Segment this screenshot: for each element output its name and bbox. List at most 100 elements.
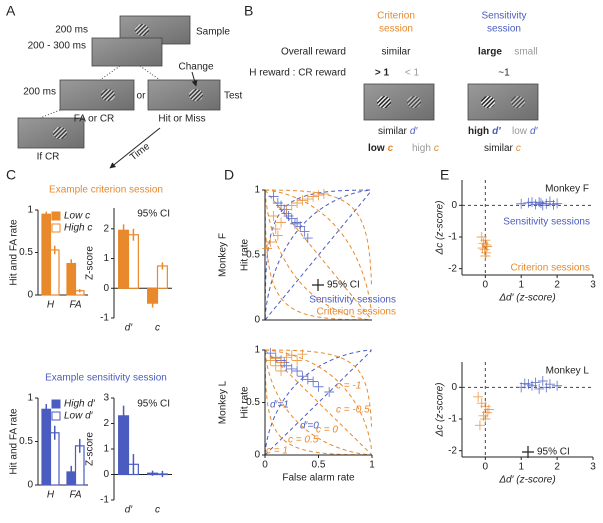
x-tick-label: 2 — [554, 280, 560, 291]
point — [302, 233, 313, 244]
y-tick-label: -2 — [448, 263, 457, 274]
y-tick-label: -1 — [100, 495, 109, 506]
point — [519, 378, 530, 389]
x-tick-label: FA — [69, 490, 81, 501]
point — [289, 218, 300, 229]
y-tick-label: -1 — [448, 414, 457, 425]
panel-letter: B — [244, 3, 253, 19]
y-tick-label: 1 — [254, 185, 260, 196]
cell: small — [514, 47, 537, 58]
word: high — [412, 143, 431, 154]
label: Change — [178, 62, 213, 73]
connector — [99, 65, 121, 81]
reference-curve — [265, 349, 372, 427]
legend-label: High d′ — [64, 399, 96, 410]
point — [286, 200, 297, 211]
symbol: c — [434, 143, 439, 154]
y-tick-label: -1 — [100, 313, 109, 324]
y-tick-label: -1 — [448, 232, 457, 243]
annotation: 95% CI — [137, 209, 170, 220]
legend-label: High c — [64, 223, 92, 234]
change-arrow — [191, 71, 198, 87]
panel-letter: E — [440, 167, 449, 183]
reference-curve — [265, 189, 372, 314]
point — [526, 197, 537, 208]
symbol: d′ — [410, 126, 419, 137]
y-axis-label: Δc (z-score) — [435, 201, 446, 256]
screen — [363, 83, 435, 121]
y-axis-label: Δc (z-score) — [435, 383, 446, 438]
cell: similar d′ — [378, 126, 418, 137]
reference-curve — [264, 350, 372, 456]
column-title: Sensitivity — [481, 11, 526, 22]
panel-letter: C — [6, 167, 16, 183]
point — [276, 357, 287, 368]
x-tick-label: 1 — [369, 460, 375, 471]
connector — [39, 109, 61, 119]
point — [286, 350, 297, 361]
chart-title: Example sensitivity session — [45, 373, 167, 384]
reference-curve — [264, 349, 372, 455]
reference-curve — [264, 189, 372, 319]
x-tick-label: 1 — [518, 462, 524, 473]
word: high — [468, 126, 489, 137]
screen — [91, 37, 163, 67]
point — [552, 198, 563, 209]
x-tick-label: 3 — [590, 462, 596, 473]
y-tick-label: 0 — [254, 315, 260, 326]
point — [313, 190, 324, 201]
point — [295, 221, 306, 232]
point — [283, 211, 294, 221]
point — [473, 391, 484, 402]
point — [480, 414, 491, 424]
legend-label: Criterion sessions — [317, 307, 396, 318]
chart-title: Example criterion session — [49, 185, 163, 196]
cell: < 1 — [405, 68, 420, 79]
point — [270, 224, 281, 234]
bar — [49, 432, 60, 486]
panel-letter: A — [6, 3, 16, 19]
x-tick-label: 0 — [483, 280, 489, 291]
symbol: c — [516, 143, 521, 154]
point — [535, 198, 546, 209]
legend-label: Criterion sessions — [511, 263, 590, 274]
x-tick-label: H — [47, 490, 55, 501]
ci-cross — [522, 446, 534, 458]
grating — [189, 89, 203, 101]
chart-title: Monkey F — [545, 184, 589, 195]
x-axis-label: Δd′ (z-score) — [498, 293, 555, 304]
annotation: 95% CI — [537, 447, 570, 458]
cell: low c — [368, 143, 394, 154]
panel-letter: D — [224, 167, 234, 183]
y-tick-label: 0 — [27, 480, 33, 491]
ci-cross — [312, 279, 324, 291]
cell: low d′ — [512, 126, 539, 137]
symbol: d′ — [492, 126, 501, 137]
cell: high c — [412, 143, 439, 154]
point — [313, 381, 324, 392]
point — [544, 379, 555, 390]
grating — [511, 96, 525, 108]
task-diagram: 200 ms Sample 200 - 300 ms 200 ms or Cha… — [17, 15, 243, 169]
y-tick-label: 0 — [103, 469, 109, 480]
bar — [41, 408, 52, 486]
legend-swatch — [51, 399, 61, 409]
legend-swatch — [51, 411, 61, 421]
y-axis-label: Hit rate — [240, 386, 251, 419]
legend-swatch — [51, 223, 61, 233]
curve-label: c = -0.5 — [336, 405, 370, 416]
x-axis-label: False alarm rate — [282, 473, 355, 484]
bar — [127, 234, 139, 289]
curve-label: d′=1 — [270, 400, 289, 411]
reference-curve — [265, 189, 372, 285]
y-tick-label: 0 — [254, 450, 260, 461]
row-label: H reward : CR reward — [249, 68, 346, 79]
point — [292, 355, 303, 366]
screen — [147, 79, 221, 111]
grating — [101, 89, 115, 101]
label: Sample — [196, 27, 230, 38]
point — [281, 204, 292, 215]
x-tick-label: 3 — [590, 280, 596, 291]
grating — [53, 127, 67, 139]
curve-label: c = 0 — [316, 425, 338, 436]
